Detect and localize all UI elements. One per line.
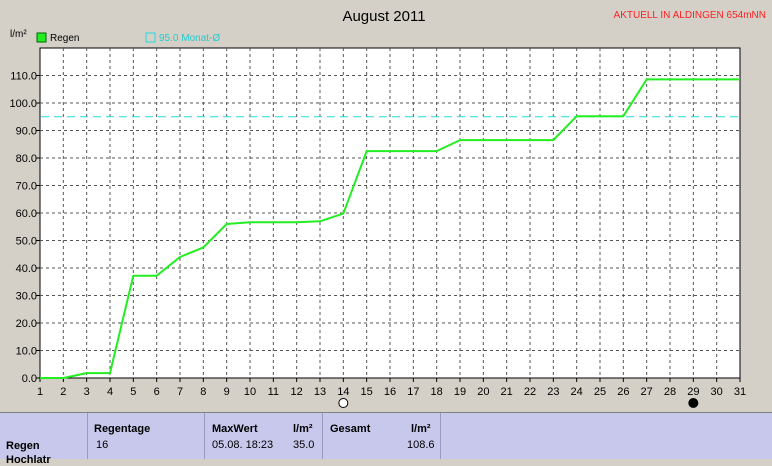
x-tick-label: 25 (594, 386, 606, 398)
y-unit-label: l/m² (10, 29, 27, 40)
stats-gesamt-cell: Gesamt l/m² 108.6 (323, 413, 441, 459)
legend-rain-label: Regen (50, 33, 79, 44)
x-tick-label: 30 (711, 386, 723, 398)
x-tick-label: 23 (547, 386, 559, 398)
stats-label-cell: Regen Hochlatr (0, 413, 88, 466)
maxwert-header: MaxWert (212, 423, 258, 435)
stats-maxwert-cell: MaxWert l/m² 05.08. 18:23 35.0 (205, 413, 323, 459)
axis-ticks: 1 2 3 4 5 6 7 8 9 10 11 12 13 14 15 16 17 18 19 20 21 22 23 24 2… (9, 71, 746, 399)
regentage-value: 16 (96, 439, 109, 451)
chart-area: August 2011 AKTUELL IN ALDINGEN 654mNN l… (9, 8, 766, 408)
stats-regentage-cell: Regentage 16 (88, 413, 205, 459)
full-moon-icon (338, 398, 349, 408)
x-tick-label: 13 (314, 386, 326, 398)
station-label: AKTUELL IN ALDINGEN 654mNN (614, 10, 766, 21)
x-tick-label: 12 (291, 386, 303, 398)
y-tick-label: 70.0 (16, 181, 37, 193)
x-tick-label: 4 (107, 386, 113, 398)
x-tick-label: 20 (477, 386, 489, 398)
y-tick-label: 80.0 (16, 153, 37, 165)
regentage-header: Regentage (94, 423, 151, 435)
y-tick-label: 0.0 (22, 373, 37, 385)
y-tick-label: 10.0 (16, 346, 37, 358)
y-tick-label: 40.0 (16, 263, 37, 275)
x-tick-label: 16 (384, 386, 396, 398)
x-tick-label: 3 (84, 386, 90, 398)
maxwert-unit: l/m² (293, 423, 313, 435)
x-tick-label: 19 (454, 386, 466, 398)
x-tick-label: 1 (37, 386, 43, 398)
new-moon-icon (688, 398, 699, 408)
y-tick-label: 60.0 (16, 208, 37, 220)
gesamt-header: Gesamt (330, 423, 371, 435)
x-tick-label: 10 (244, 386, 256, 398)
x-tick-label: 24 (571, 386, 583, 398)
maxwert-date: 05.08. 18:23 (212, 439, 274, 451)
rain-series (40, 78, 740, 379)
legend-rain-swatch (36, 32, 47, 43)
x-tick-label: 7 (177, 386, 183, 398)
x-tick-label: 8 (200, 386, 206, 398)
chart-title: August 2011 (342, 8, 425, 25)
legend-monthly-swatch (145, 32, 156, 43)
x-tick-label: 15 (361, 386, 373, 398)
x-tick-label: 9 (224, 386, 230, 398)
x-tick-label: 22 (524, 386, 536, 398)
gesamt-unit: l/m² (411, 423, 431, 435)
x-tick-label: 17 (407, 386, 419, 398)
x-tick-label: 28 (664, 386, 676, 398)
x-tick-label: 27 (641, 386, 653, 398)
legend-monthly-label: 95.0 Monat-Ø (159, 33, 220, 44)
y-tick-label: 90.0 (16, 126, 37, 138)
y-tick-label: 30.0 (16, 291, 37, 303)
rain-chart: August 2011 AKTUELL IN ALDINGEN 654mNN l… (9, 8, 766, 408)
grid-lines (40, 48, 740, 378)
y-tick-label: 100.0 (9, 98, 37, 110)
stats-panel: Regen Hochlatr Regentage 16 MaxWert l/m²… (0, 412, 772, 466)
maxwert-value: 35.0 (293, 439, 315, 451)
x-tick-label: 5 (130, 386, 136, 398)
y-tick-label: 50.0 (16, 236, 37, 248)
moon-phases (338, 398, 699, 408)
gesamt-value: 108.6 (407, 439, 435, 451)
series-line-rain (40, 78, 740, 379)
x-tick-label: 18 (431, 386, 443, 398)
stats-row-label-2: Hochlatr (6, 454, 51, 466)
x-tick-label: 29 (687, 386, 699, 398)
y-tick-label: 20.0 (16, 318, 37, 330)
x-tick-label: 6 (154, 386, 160, 398)
x-tick-label: 26 (617, 386, 629, 398)
y-tick-label: 110.0 (10, 71, 37, 83)
x-tick-label: 31 (734, 386, 746, 398)
x-tick-label: 14 (337, 386, 349, 398)
x-tick-label: 21 (501, 386, 513, 398)
stats-row-label: Regen (6, 440, 40, 452)
x-tick-label: 11 (268, 386, 279, 398)
x-tick-label: 2 (60, 386, 66, 398)
